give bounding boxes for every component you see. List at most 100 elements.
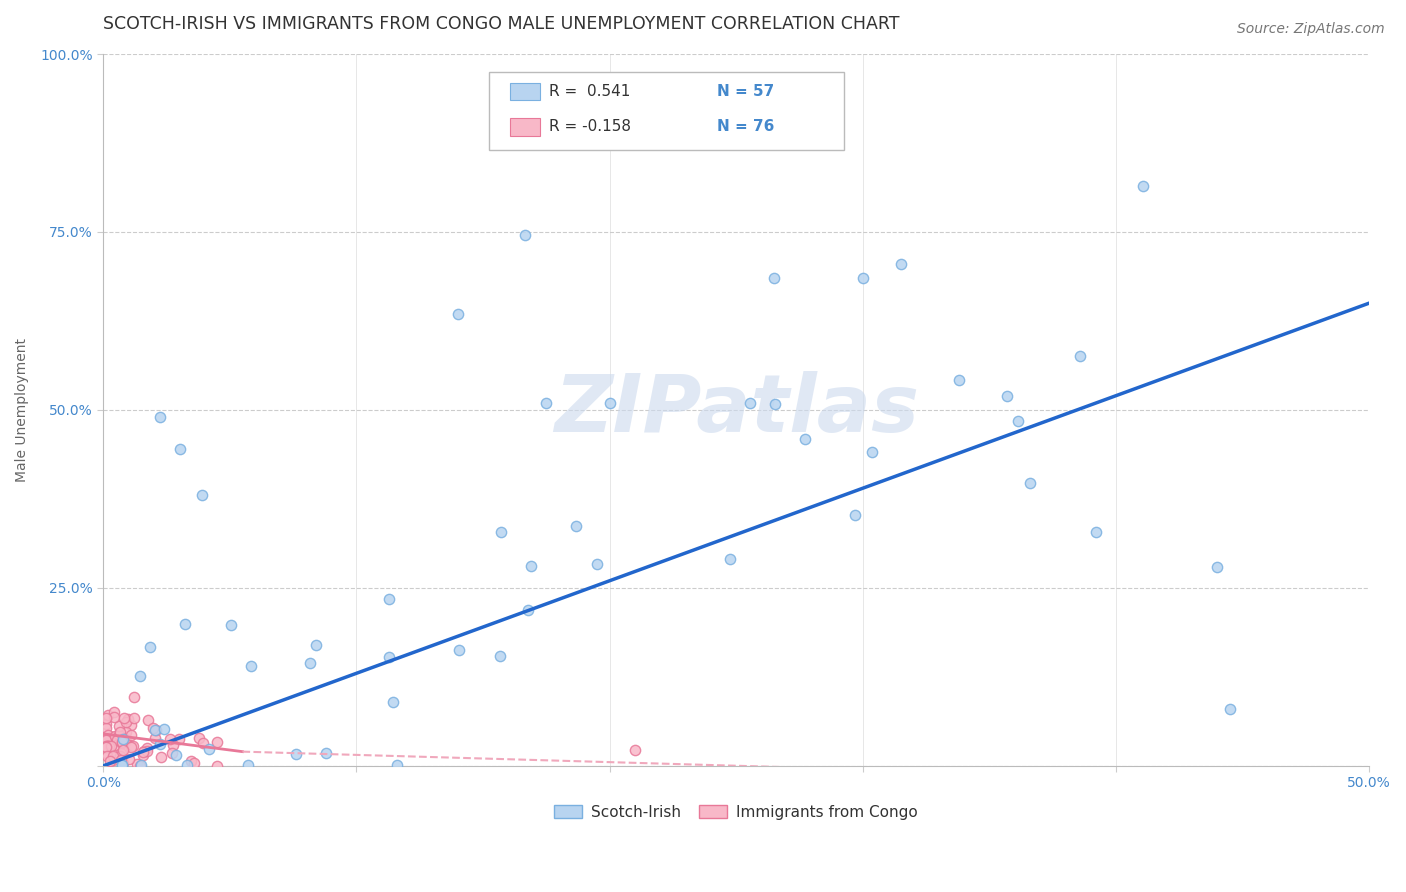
Point (108, 751, 131, 765)
Point (103, 710, 125, 724)
Point (108, 725, 131, 739)
Point (94, 732, 117, 747)
Text: Source: ZipAtlas.com: Source: ZipAtlas.com (1237, 22, 1385, 37)
Point (101, 731, 124, 745)
Point (1018, 476, 1040, 491)
Point (111, 731, 134, 746)
Point (96, 739, 118, 754)
Point (728, 110, 751, 124)
Point (491, 524, 513, 539)
Point (205, 735, 228, 749)
Text: N = 57: N = 57 (717, 84, 775, 99)
Point (111, 735, 134, 749)
Point (176, 758, 198, 772)
Point (377, 649, 399, 664)
Point (120, 718, 142, 732)
Point (299, 656, 322, 670)
Point (120, 728, 142, 742)
Point (599, 396, 621, 410)
Point (111, 732, 134, 747)
Point (446, 307, 468, 321)
Point (221, 617, 243, 632)
Point (94, 739, 117, 754)
Point (315, 746, 337, 760)
Point (187, 731, 209, 745)
Point (112, 711, 135, 725)
Point (94, 739, 117, 754)
Point (763, 271, 786, 285)
Text: SCOTCH-IRISH VS IMMIGRANTS FROM CONGO MALE UNEMPLOYMENT CORRELATION CHART: SCOTCH-IRISH VS IMMIGRANTS FROM CONGO MA… (103, 15, 900, 33)
Point (586, 557, 609, 571)
Point (385, 758, 408, 772)
Point (152, 722, 174, 736)
Point (852, 271, 875, 285)
Point (136, 744, 159, 758)
Text: R =  0.541: R = 0.541 (548, 84, 630, 99)
Point (138, 640, 160, 654)
Point (131, 758, 153, 772)
Point (1007, 414, 1029, 428)
Point (948, 373, 970, 387)
Point (94, 721, 117, 735)
Point (114, 731, 136, 746)
Point (114, 725, 136, 739)
Point (105, 732, 128, 747)
Point (97, 739, 120, 753)
Point (1069, 350, 1091, 364)
Text: R = -0.158: R = -0.158 (548, 120, 631, 135)
Point (98, 754, 121, 768)
Point (488, 648, 510, 663)
Point (132, 745, 155, 759)
Point (536, 396, 558, 410)
Point (97, 729, 120, 743)
Point (132, 744, 155, 758)
Point (120, 739, 142, 754)
Point (738, 396, 761, 410)
Point (159, 732, 181, 747)
Point (110, 754, 132, 768)
Point (122, 739, 145, 753)
Point (191, 488, 214, 502)
Point (1084, 525, 1107, 540)
Point (97, 728, 120, 742)
Point (107, 719, 129, 733)
Point (103, 750, 125, 764)
Point (565, 519, 588, 533)
Point (162, 738, 184, 752)
Point (114, 714, 136, 729)
Point (125, 757, 148, 772)
Point (108, 728, 131, 742)
FancyBboxPatch shape (509, 119, 540, 136)
Point (143, 731, 166, 745)
Point (515, 227, 537, 242)
Point (132, 747, 155, 762)
Point (794, 432, 817, 446)
Point (516, 603, 538, 617)
Point (377, 592, 399, 607)
Point (103, 753, 125, 767)
Point (124, 711, 146, 725)
Point (103, 705, 125, 719)
Point (104, 738, 127, 752)
Point (104, 729, 127, 743)
Point (1219, 702, 1241, 716)
Point (198, 742, 221, 756)
Point (115, 734, 138, 748)
Point (111, 735, 134, 749)
Text: ZIPatlas: ZIPatlas (554, 371, 918, 449)
Point (108, 748, 131, 763)
Point (94, 717, 117, 731)
Legend: Scotch-Irish, Immigrants from Congo: Scotch-Irish, Immigrants from Congo (548, 798, 924, 826)
Point (763, 397, 786, 411)
Point (136, 740, 159, 755)
Point (160, 746, 183, 760)
Point (143, 723, 166, 738)
Point (205, 759, 228, 773)
Point (240, 659, 263, 673)
Point (118, 752, 141, 766)
Point (136, 713, 159, 727)
Point (149, 737, 172, 751)
Point (96, 749, 118, 764)
Point (191, 736, 214, 750)
Point (145, 723, 167, 738)
